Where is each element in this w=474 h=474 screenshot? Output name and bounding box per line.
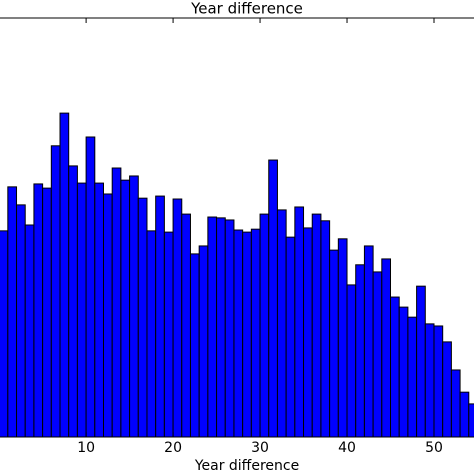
bar bbox=[111, 167, 122, 437]
bar bbox=[68, 165, 78, 437]
bar bbox=[94, 182, 104, 437]
bar bbox=[233, 229, 244, 437]
bar bbox=[442, 341, 452, 437]
bars bbox=[0, 112, 474, 437]
bar bbox=[146, 230, 157, 437]
bar bbox=[372, 271, 383, 437]
x-tick-label: 50 bbox=[425, 440, 443, 456]
bar bbox=[303, 227, 313, 437]
bar bbox=[250, 228, 261, 437]
bar bbox=[59, 112, 70, 437]
bar bbox=[0, 230, 9, 437]
bar bbox=[189, 253, 200, 437]
bar bbox=[329, 249, 339, 437]
bar bbox=[7, 186, 18, 437]
bar bbox=[155, 195, 165, 437]
bar bbox=[268, 159, 278, 437]
bar bbox=[416, 285, 426, 437]
bar bbox=[137, 197, 148, 437]
bar bbox=[50, 145, 61, 437]
bar bbox=[433, 325, 444, 437]
bar bbox=[285, 236, 296, 437]
bar bbox=[276, 209, 287, 437]
bar bbox=[120, 179, 131, 437]
bar bbox=[85, 136, 96, 437]
bar bbox=[76, 182, 87, 437]
bar bbox=[198, 245, 209, 437]
bar bbox=[129, 175, 139, 437]
bar bbox=[207, 216, 218, 437]
bar bbox=[311, 213, 322, 437]
bar bbox=[181, 213, 191, 437]
bar bbox=[355, 264, 365, 437]
bar bbox=[163, 231, 174, 437]
x-tick-label: 20 bbox=[164, 440, 182, 456]
chart-title: Year difference bbox=[190, 0, 303, 18]
bar bbox=[459, 391, 470, 437]
bar bbox=[42, 187, 52, 437]
x-tick-label: 10 bbox=[77, 440, 95, 456]
bar bbox=[259, 213, 270, 437]
bar bbox=[424, 323, 435, 437]
bar bbox=[346, 284, 357, 437]
bar bbox=[450, 369, 461, 437]
bar bbox=[320, 220, 331, 437]
bar bbox=[242, 231, 252, 437]
x-tick-label: 40 bbox=[338, 440, 356, 456]
bar bbox=[390, 296, 400, 437]
x-tick-label: 30 bbox=[251, 440, 269, 456]
bar bbox=[224, 219, 235, 437]
bar bbox=[102, 193, 113, 437]
bar bbox=[363, 245, 374, 437]
bar bbox=[16, 204, 26, 437]
bar bbox=[381, 258, 392, 437]
bar bbox=[33, 183, 44, 437]
bar bbox=[398, 306, 409, 437]
bar bbox=[294, 206, 305, 437]
bar bbox=[337, 238, 348, 437]
bar bbox=[216, 217, 226, 437]
bar bbox=[172, 198, 183, 437]
bar bbox=[24, 224, 35, 437]
bar bbox=[407, 316, 418, 437]
x-axis-label: Year difference bbox=[194, 458, 299, 474]
bar bbox=[468, 403, 474, 437]
